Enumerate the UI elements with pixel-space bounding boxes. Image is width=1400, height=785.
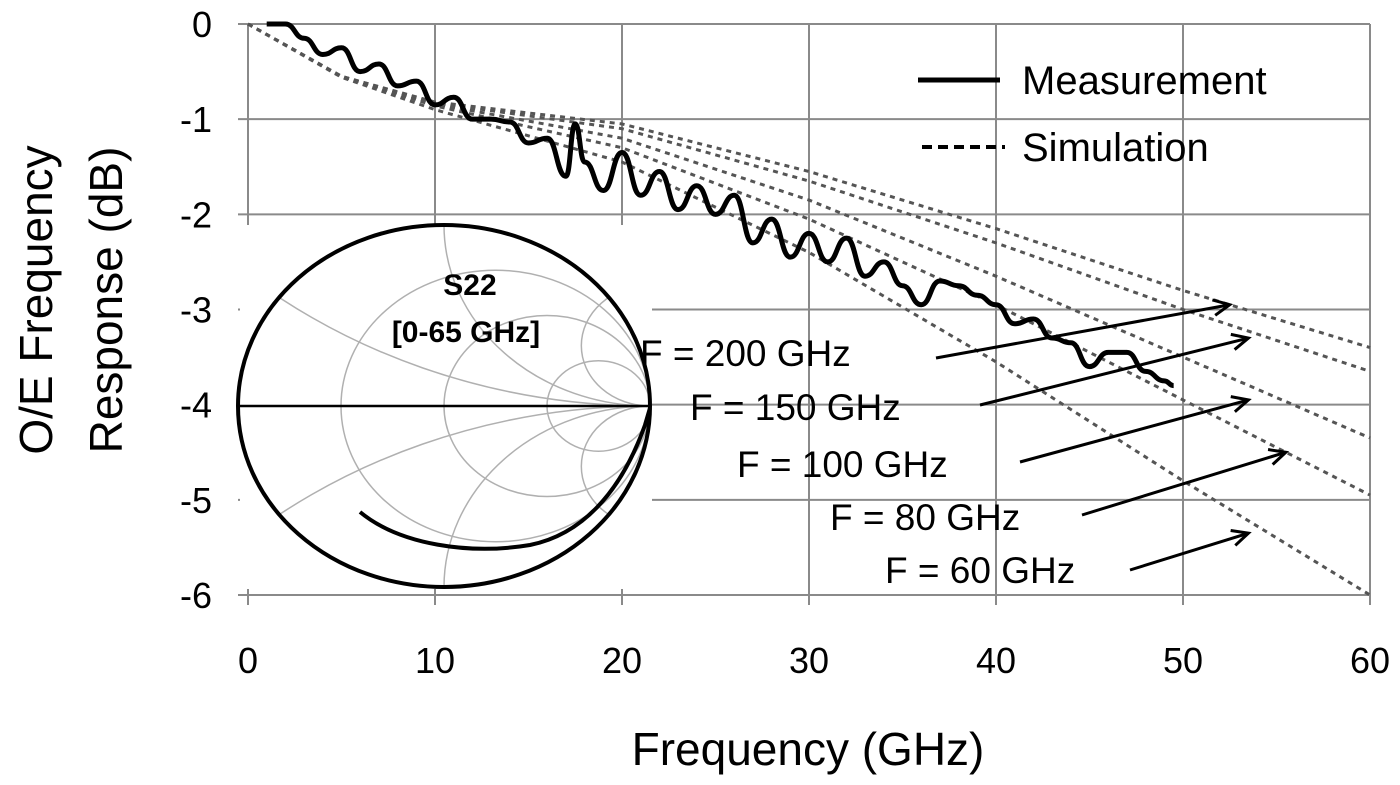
simulation-line [247, 22, 1371, 373]
legend: Measurement Simulation [918, 59, 1267, 170]
y-tick-label: -5 [180, 480, 212, 521]
x-tick-label: 30 [789, 640, 829, 681]
annotation-label: F = 100 GHz [737, 444, 948, 485]
simulation-line [247, 22, 1371, 597]
annotation-arrow [979, 336, 1249, 407]
annotations: F = 200 GHz F = 150 GHz F = 100 GHz F = 80 … [640, 298, 1290, 591]
s22-trace [358, 407, 652, 551]
annotation-arrow [1129, 531, 1249, 572]
x-tick-label: 20 [602, 640, 642, 681]
arrowhead-icon [1230, 395, 1252, 413]
x-tick-label: 50 [1163, 640, 1203, 681]
y-tick-label: 0 [192, 4, 212, 45]
measurement-series [266, 21, 1174, 389]
x-tick-label: 60 [1350, 640, 1390, 681]
y-tick-label: -1 [180, 99, 212, 140]
smith-chart-inset: S22 [0-65 GHz] [236, 223, 652, 589]
x-axis-title: Frequency (GHz) [632, 723, 985, 775]
legend-measurement: Measurement [1022, 59, 1267, 103]
legend-simulation: Simulation [1022, 126, 1209, 170]
annotation-arrow [1019, 398, 1249, 464]
annotation-label: F = 150 GHz [690, 387, 901, 428]
annotation-label: F = 200 GHz [640, 333, 851, 374]
y-tick-label: -6 [180, 575, 212, 616]
inset-title-line2: [0-65 GHz] [392, 316, 540, 349]
y-axis-title-line2: Response (dB) [80, 147, 132, 454]
y-tick-label: -2 [180, 194, 212, 235]
y-tick-label: -3 [180, 290, 212, 331]
arrowhead-icon [1212, 298, 1234, 317]
annotation-label: F = 60 GHz [885, 550, 1075, 591]
arrowhead-icon [1230, 332, 1252, 351]
y-tick-label: -4 [180, 385, 212, 426]
annotation-arrow [935, 303, 1231, 360]
inset-title-line1: S22 [443, 269, 496, 302]
arrowhead-icon [1267, 448, 1290, 466]
x-tick-label: 40 [976, 640, 1016, 681]
y-axis-ticks: 0 -1 -2 -3 -4 -5 -6 [180, 4, 212, 616]
annotation-label: F = 80 GHz [830, 497, 1020, 538]
x-axis-ticks: 0 10 20 30 40 50 60 [238, 640, 1390, 681]
annotation-arrow [1081, 450, 1287, 517]
simulation-line [247, 22, 1371, 497]
x-tick-label: 10 [415, 640, 455, 681]
y-axis-title-line1: O/E Frequency [10, 145, 62, 454]
x-tick-label: 0 [238, 640, 258, 681]
arrowhead-icon [1230, 528, 1252, 547]
